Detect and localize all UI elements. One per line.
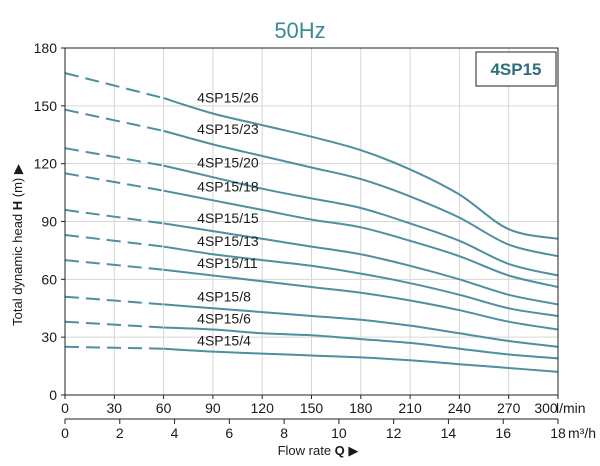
curve-shutoff-dashed: [64, 147, 164, 167]
curve-solid: [163, 97, 559, 240]
curve-label: 4SP15/23: [197, 121, 259, 137]
curve-solid: [163, 326, 559, 360]
y-axis-label-text: Total dynamic head: [10, 210, 25, 326]
grid: [64, 47, 559, 396]
curves: [64, 72, 559, 373]
curve-label: 4SP15/8: [197, 289, 251, 305]
x-tick-label-lmin: 0: [61, 400, 69, 416]
curve-shutoff-dashed: [64, 208, 164, 225]
x-tick-label-lmin: 300: [534, 400, 558, 416]
x-unit-lmin: l/min: [556, 400, 586, 416]
curve-label: 4SP15/13: [197, 233, 259, 249]
curve-solid: [163, 189, 559, 288]
x-unit-m3h: m³/h: [568, 425, 596, 441]
x-axis-label-symbol: Q: [335, 443, 345, 458]
curve-label: 4SP15/18: [197, 178, 259, 194]
curve-shutoff-dashed: [64, 72, 164, 100]
x-tick-label-lmin: 240: [448, 400, 472, 416]
y-tick-label: 150: [34, 98, 58, 114]
curve-shutoff-dashed: [64, 345, 164, 350]
curve-shutoff-dashed: [64, 234, 164, 248]
x-tick-label-lmin: 210: [398, 400, 422, 416]
x-tick-label-lmin: 60: [156, 400, 172, 416]
y-tick-label: 120: [34, 156, 58, 172]
curve-shutoff-dashed: [64, 259, 164, 271]
x-tick-label-m3h: 6: [225, 425, 233, 441]
x-tick-label-m3h: 14: [441, 425, 457, 441]
curve-solid: [163, 222, 559, 306]
x-tick-label-m3h: 10: [331, 425, 347, 441]
curve-shutoff-dashed: [64, 295, 164, 306]
curve-label: 4SP15/6: [197, 311, 251, 327]
curve-solid: [163, 164, 559, 277]
y-axis-label-unit: (m) ▶: [10, 164, 25, 201]
x-axis-label: Flow rate Q ▶: [278, 443, 359, 458]
curve-shutoff-dashed: [64, 172, 164, 192]
x-tick-label-lmin: 180: [349, 400, 373, 416]
curve-solid: [163, 268, 559, 331]
y-tick-label: 60: [41, 271, 57, 287]
x-tick-label-lmin: 90: [205, 400, 221, 416]
y-axis-label: Total dynamic head H (m) ▶: [10, 164, 25, 326]
model-box-frame: [475, 51, 557, 87]
x-axis-label-arrow: ▶: [345, 443, 359, 458]
x-axis-label-text: Flow rate: [278, 443, 335, 458]
curve-label: 4SP15/15: [197, 210, 259, 226]
y-axis-label-symbol: H: [10, 201, 25, 210]
x-tick-label-m3h: 2: [116, 425, 124, 441]
curve-shutoff-dashed: [64, 320, 164, 329]
x-tick-label-m3h: 0: [61, 425, 69, 441]
curve-label: 4SP15/20: [197, 155, 259, 171]
x-tick-label-m3h: 18: [550, 425, 566, 441]
curve-solid: [163, 303, 559, 348]
curve-label: 4SP15/4: [197, 332, 251, 348]
chart-title: 50Hz: [274, 18, 325, 43]
curve-label: 4SP15/11: [197, 255, 258, 271]
curve-labels: 4SP15/26 4SP15/23 4SP15/20 4SP15/18 4SP15/15…: [197, 89, 259, 348]
y-tick-label: 180: [34, 40, 58, 56]
x-tick-label-lmin: 150: [300, 400, 324, 416]
x-tick-label-m3h: 12: [386, 425, 402, 441]
x-tick-label-lmin: 270: [497, 400, 521, 416]
x-tick-label-lmin: 30: [107, 400, 123, 416]
y-ticks: 0 30 60 90 120 150 180: [34, 40, 65, 403]
x-ticks-m3h: 0 2 4 6 8 10 12 14 16 18 m³/h: [61, 418, 596, 441]
model-legend-box: 4SP15: [475, 51, 557, 87]
curve-solid: [163, 245, 559, 317]
y-tick-label: 90: [41, 214, 57, 230]
x-tick-label-m3h: 4: [171, 425, 179, 441]
curve-solid: [163, 347, 559, 373]
x-tick-label-m3h: 8: [280, 425, 288, 441]
x-tick-label-lmin: 120: [251, 400, 275, 416]
model-name: 4SP15: [490, 60, 541, 79]
x-tick-label-m3h: 16: [495, 425, 511, 441]
curve-solid: [163, 129, 559, 258]
curve-shutoff-dashed: [64, 108, 164, 132]
curve-label: 4SP15/26: [197, 89, 259, 105]
y-tick-label: 30: [41, 329, 57, 345]
y-tick-label: 0: [49, 387, 57, 403]
